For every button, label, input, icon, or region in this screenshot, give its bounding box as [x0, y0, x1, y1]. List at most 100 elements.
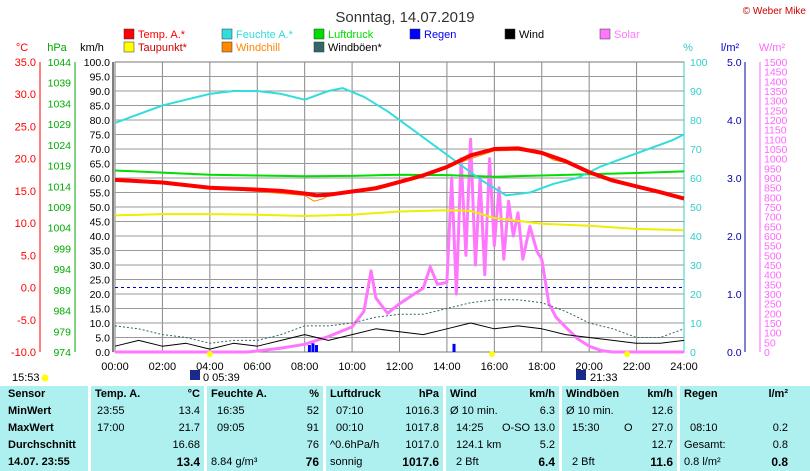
time-tick-label: 16:00: [481, 361, 509, 373]
hum-tick-label: 40: [690, 231, 702, 243]
cell-value: 13.4: [178, 405, 200, 417]
legend-swatch: [599, 28, 611, 40]
kmh-tick-label: 80.0: [90, 115, 111, 127]
hpa-tick-label: 999: [53, 243, 71, 255]
kmh-tick-label: 75.0: [90, 130, 111, 142]
cell-direction: O-SO: [502, 422, 531, 434]
cell-time: 00:10: [336, 422, 364, 434]
cell-bft: 2 Bft: [572, 456, 595, 468]
data-series: [114, 87, 685, 354]
cell-value: 52: [306, 405, 319, 417]
solar-tick-label: 950: [764, 163, 782, 175]
legend-swatch: [123, 28, 135, 40]
solar-tick-label: 1200: [764, 115, 788, 127]
series-windböen: [114, 299, 685, 344]
temp-tick-label: 5.0: [21, 250, 36, 262]
cell-value: 0.2: [772, 422, 788, 434]
hpa-tick-label: 1044: [48, 57, 72, 69]
hum-tick-label: 0: [690, 347, 696, 359]
divider: [443, 386, 446, 471]
hum-tick-label: 70: [690, 144, 702, 156]
legend-label: Taupunkt*: [138, 42, 188, 54]
header-gust: Windböen: [566, 388, 620, 400]
hum-tick-label: 50: [690, 202, 702, 214]
cell-time: Ø 10 min.: [566, 405, 614, 417]
legend-label: Windchill: [236, 42, 280, 54]
axes: 00:00 02:00 04:00 06:00 08:00 10:00 12:00 14:00…: [11, 57, 788, 373]
kmh-tick-label: 40.0: [90, 231, 111, 243]
header-wind: Wind: [450, 388, 477, 400]
solar-tick-label: 1000: [764, 154, 788, 166]
legend: Temp. A.* Feuchte A.* Luftdruck Regen Wind So…: [123, 28, 640, 54]
time-tick-label: 08:00: [291, 361, 319, 373]
sunset-time: 21:33: [590, 372, 618, 384]
kmh-tick-label: 0.0: [95, 347, 110, 359]
solar-tick-label: 1450: [764, 67, 788, 79]
weather-chart: Sonntag, 14.07.2019 © Weber Mike Temp. A…: [11, 6, 807, 384]
row-label: MaxWert: [8, 422, 54, 434]
cell-value-current: 11.6: [650, 455, 673, 469]
temp-axis-unit: °C: [16, 42, 28, 54]
cell-forecast: sonnig: [330, 456, 363, 468]
stats-col-rain: Regen l/m² 08:10 0.2 Gesamt: 0.8 0.8 l/m² 0.…: [680, 386, 790, 471]
solar-tick-label: 1500: [764, 57, 788, 69]
solar-tick-label: 200: [764, 308, 782, 320]
hpa-tick-label: 994: [53, 264, 71, 276]
cell-value: 0.8: [772, 439, 788, 451]
row-label: 14.07. 23:55: [8, 456, 70, 468]
cell-value: 12.6: [651, 405, 673, 417]
grid: [114, 61, 685, 353]
divider: [559, 386, 562, 471]
hum-axis-unit: %: [683, 42, 693, 54]
solar-tick-label: 1150: [764, 125, 787, 137]
sunrise-icon: [190, 370, 200, 380]
cell-distance: 124.1 km: [456, 439, 502, 451]
cell-abs-humidity: 8.84 g/m³: [211, 456, 258, 468]
time-tick-label: 14:00: [433, 361, 461, 373]
time-tick-label: 18:00: [528, 361, 556, 373]
header-temp: Temp. A.: [95, 388, 141, 400]
legend-swatch: [221, 28, 233, 40]
cell-value: 5.2: [539, 439, 555, 451]
divider: [88, 386, 91, 471]
hum-tick-label: 30: [690, 260, 702, 272]
solar-tick-label: 350: [764, 279, 782, 291]
time-tick-label: 02:00: [149, 361, 177, 373]
cell-value: 16.68: [172, 439, 200, 451]
temp-tick-label: 35.0: [15, 57, 36, 69]
solar-tick-label: 1350: [764, 86, 788, 98]
cell-time: 09:05: [217, 422, 245, 434]
solar-tick-label: 1100: [764, 134, 787, 146]
time-tick-label: 24:00: [670, 361, 698, 373]
cell-time: 16:35: [217, 405, 245, 417]
cell-time: 14:25: [456, 422, 484, 434]
kmh-tick-label: 60.0: [90, 173, 111, 185]
rain-bar: [315, 345, 319, 352]
cell-value: 13.0: [533, 422, 555, 434]
legend-label: Luftdruck: [328, 29, 374, 41]
cell-value: 6.3: [539, 405, 555, 417]
solar-tick-label: 500: [764, 250, 782, 262]
hum-tick-label: 100: [690, 57, 708, 69]
legend-swatch: [123, 41, 135, 53]
temp-tick-label: 25.0: [15, 121, 36, 133]
temp-tick-label: 0.0: [21, 283, 36, 295]
solar-tick-label: 150: [764, 318, 782, 330]
solar-axis-unit: W/m²: [759, 42, 786, 54]
cell-value-current: 0.8: [771, 455, 788, 469]
solar-tick-label: 100: [764, 328, 782, 340]
kmh-tick-label: 35.0: [90, 246, 111, 258]
solar-tick-label: 400: [764, 270, 782, 282]
stats-col-press: Luftdruck hPa 07:10 1016.3 00:10 1017.8 ^0.…: [326, 386, 443, 471]
rain-tick-label: 2.0: [727, 231, 742, 243]
hpa-tick-label: 979: [53, 326, 71, 338]
row-label: Durchschnitt: [8, 439, 76, 451]
cell-value: 76: [306, 439, 319, 451]
kmh-tick-label: 70.0: [90, 144, 111, 156]
kmh-tick-label: 25.0: [90, 275, 111, 287]
legend-label: Windböen*: [328, 42, 383, 54]
cell-time: 17:00: [97, 422, 125, 434]
legend-swatch: [313, 28, 325, 40]
sun-marker: [206, 351, 213, 357]
header-wind-unit: km/h: [529, 388, 555, 400]
